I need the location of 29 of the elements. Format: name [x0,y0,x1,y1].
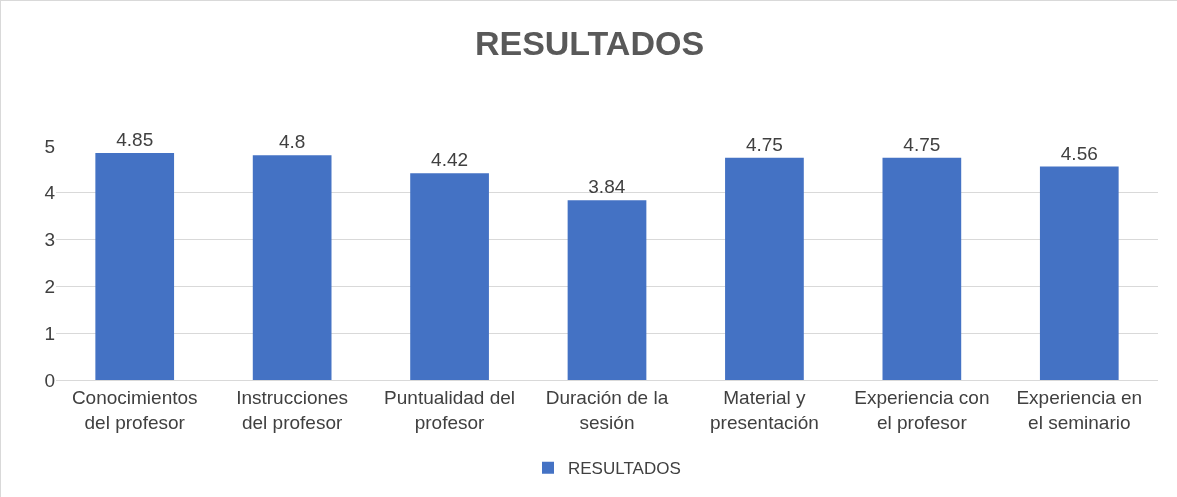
data-label: 4.85 [116,129,154,151]
bar [252,155,332,380]
bar [1039,166,1119,380]
y-tick-label: 4 [44,182,56,204]
bar [95,153,175,380]
legend-label: RESULTADOS [568,459,681,479]
x-tick-label: Material y presentación [710,386,819,433]
x-tick-label: Duración de la sesión [545,386,669,433]
y-tick-label: 1 [44,322,55,344]
bar [567,200,647,380]
y-tick-label: 2 [44,276,55,298]
y-tick-label: 0 [44,369,55,391]
x-tick-label: Experiencia con el profesor [854,386,990,433]
data-label: 4.42 [431,149,469,171]
x-tick-label: Experiencia en el seminario [1016,386,1143,433]
data-label: 4.8 [278,131,306,153]
y-tick-label: 5 [44,135,55,157]
x-tick-label: Instrucciones del profesor [236,386,349,433]
bar [882,157,962,380]
chart-title: RESULTADOS [474,23,705,62]
x-tick-label: Puntualidad del profesor [384,386,516,433]
data-label: 4.75 [745,133,783,155]
bar [410,173,489,380]
x-tick-label: Conocimientos del profesor [71,386,198,433]
data-label: 4.75 [903,133,941,155]
y-tick-label: 3 [44,229,55,251]
data-label: 3.84 [588,176,626,198]
bar [725,157,804,380]
data-label: 4.56 [1060,142,1098,164]
